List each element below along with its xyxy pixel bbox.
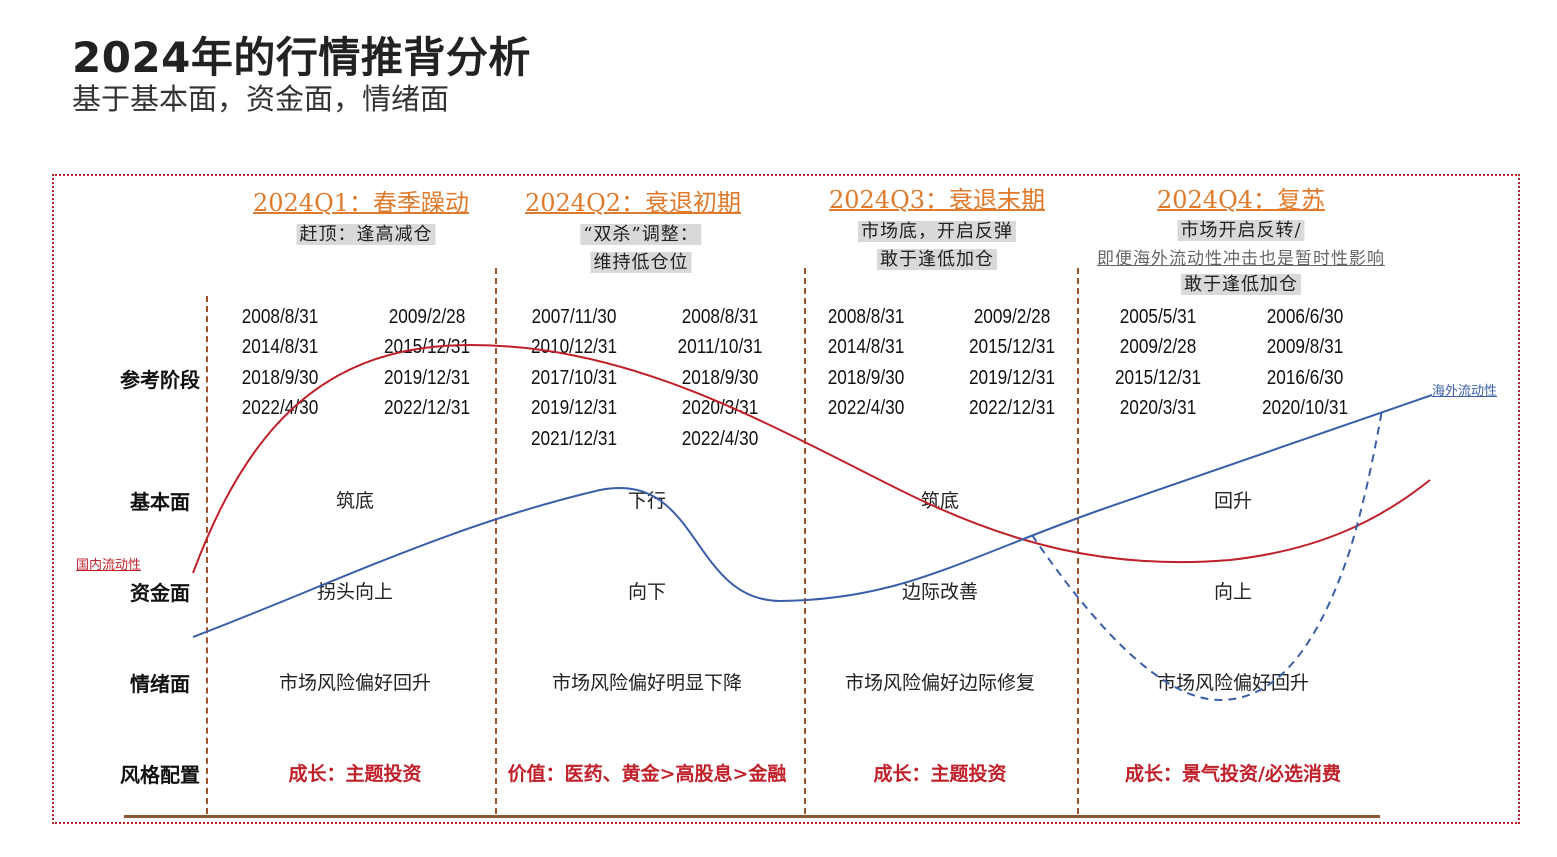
divider-line — [1077, 268, 1079, 814]
sentiment-cell-q4: 市场风险偏好回升 — [1156, 672, 1310, 694]
reference-date: 2018/9/30 — [241, 367, 319, 389]
reference-date: 2016/6/30 — [1266, 367, 1344, 389]
style-cell-q2: 价值：医药、黄金>高股息>金融 — [507, 763, 787, 785]
reference-date: 2020/3/31 — [681, 397, 759, 419]
reference-date: 2019/12/31 — [530, 397, 618, 419]
row-label-capital: 资金面 — [130, 581, 190, 605]
divider-line — [804, 268, 806, 814]
row-label-fundamentals: 基本面 — [130, 490, 190, 514]
capital-cell-q2: 向下 — [627, 581, 667, 603]
reference-date: 2014/8/31 — [827, 336, 905, 358]
reference-date: 2015/12/31 — [968, 336, 1056, 358]
reference-date: 2009/8/31 — [1266, 336, 1344, 358]
fundamentals-cell-q4: 回升 — [1213, 490, 1253, 512]
reference-date: 2007/11/30 — [531, 306, 617, 328]
quarter-heading-q2: 2024Q2：衰退初期 — [524, 189, 742, 217]
page-title: 2024年的行情推背分析 — [72, 33, 531, 82]
reference-date: 2015/12/31 — [1114, 367, 1202, 389]
row-label-reference: 参考阶段 — [120, 368, 200, 392]
fundamentals-cell-q3: 筑底 — [920, 490, 960, 512]
divider-line — [206, 296, 208, 814]
domestic-liquidity-label: 国内流动性 — [76, 558, 142, 573]
row-label-sentiment: 情绪面 — [130, 672, 190, 696]
sentiment-cell-q2: 市场风险偏好明显下降 — [551, 672, 743, 694]
reference-date: 2006/6/30 — [1266, 306, 1344, 328]
fundamentals-cell-q2: 下行 — [627, 490, 667, 512]
reference-date: 2018/9/30 — [681, 367, 759, 389]
reference-date: 2018/9/30 — [827, 367, 905, 389]
overseas-liquidity-label: 海外流动性 — [1432, 384, 1498, 399]
reference-date: 2005/5/31 — [1119, 306, 1197, 328]
fundamentals-cell-q1: 筑底 — [335, 490, 375, 512]
quarter-note-q2-line2: 维持低仓位 — [590, 248, 692, 274]
reference-date: 2019/12/31 — [968, 367, 1056, 389]
reference-date: 2009/2/28 — [973, 306, 1051, 328]
overseas-liquidity-curve — [192, 394, 1433, 638]
quarter-note-q4-line1: 市场开启反转/ — [1177, 216, 1305, 242]
quarter-note-q1: 赶顶：逢高减仓 — [296, 220, 436, 246]
page-subtitle: 基于基本面，资金面，情绪面 — [72, 82, 450, 116]
sentiment-cell-q3: 市场风险偏好边际修复 — [844, 672, 1036, 694]
reference-date: 2009/2/28 — [1119, 336, 1197, 358]
domestic-liquidity-curve — [192, 343, 1431, 574]
reference-date: 2011/10/31 — [677, 336, 763, 358]
reference-date: 2008/8/31 — [827, 306, 905, 328]
style-cell-q4: 成长：景气投资/必选消费 — [1125, 763, 1341, 785]
sentiment-cell-q1: 市场风险偏好回升 — [278, 672, 432, 694]
style-cell-q1: 成长：主题投资 — [288, 763, 422, 785]
row-label-style: 风格配置 — [120, 763, 200, 787]
quarter-note-q3-line1: 市场底，开启反弹 — [858, 217, 1016, 243]
diagram-frame — [52, 174, 1520, 824]
reference-date: 2008/8/31 — [241, 306, 319, 328]
quarter-heading-q1: 2024Q1：春季躁动 — [252, 189, 470, 217]
reference-date: 2022/4/30 — [681, 428, 759, 450]
reference-date: 2022/12/31 — [968, 397, 1056, 419]
reference-date: 2017/10/31 — [530, 367, 618, 389]
quarter-note-q4-line3: 敢于逢低加仓 — [1181, 270, 1301, 296]
capital-cell-q4: 向上 — [1213, 581, 1253, 603]
reference-date: 2020/3/31 — [1119, 397, 1197, 419]
reference-date: 2022/12/31 — [383, 397, 471, 419]
quarter-heading-q3: 2024Q3：衰退末期 — [828, 186, 1046, 214]
quarter-note-q2-line1: “双杀”调整： — [580, 220, 702, 246]
divider-line — [495, 268, 497, 814]
reference-date: 2020/10/31 — [1261, 397, 1349, 419]
quarter-heading-q4: 2024Q4：复苏 — [1156, 186, 1326, 214]
capital-cell-q3: 边际改善 — [901, 581, 979, 603]
quarter-note-q4-line2: 即便海外流动性冲击也是暂时性影响 — [1097, 249, 1385, 269]
capital-cell-q1: 拐头向上 — [316, 581, 394, 603]
reference-date: 2019/12/31 — [383, 367, 471, 389]
style-cell-q3: 成长：主题投资 — [873, 763, 1007, 785]
quarter-note-q3-line2: 敢于逢低加仓 — [877, 245, 997, 271]
overseas-shock-dashed-curve — [1031, 409, 1383, 702]
reference-date: 2008/8/31 — [681, 306, 759, 328]
reference-date: 2009/2/28 — [388, 306, 466, 328]
reference-date: 2021/12/31 — [530, 428, 618, 450]
baseline-rule — [124, 815, 1380, 818]
reference-date: 2022/4/30 — [827, 397, 905, 419]
reference-date: 2014/8/31 — [241, 336, 319, 358]
